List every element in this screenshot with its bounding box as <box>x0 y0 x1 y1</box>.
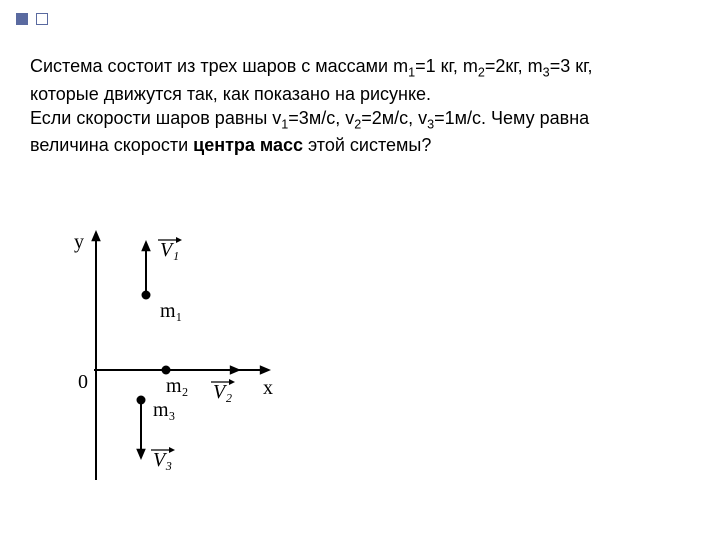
text-part: этой системы? <box>303 135 431 155</box>
subscript: 2 <box>478 66 485 80</box>
subscript: 3 <box>543 66 550 80</box>
diagram-svg: y x 0 m₁ m₂m₃ V₁ V₂ V₃ <box>46 220 306 500</box>
svg-text:V₂: V₂ <box>213 381 232 403</box>
physics-diagram: y x 0 m₁ m₂m₃ V₁ V₂ V₃ <box>46 220 306 500</box>
svg-text:m₂: m₂ <box>166 375 189 397</box>
text-part: Система состоит из трех шаров с массами … <box>30 56 408 76</box>
svg-text:V₁: V₁ <box>160 239 179 261</box>
bold-text: центра масс <box>193 135 303 155</box>
text-part: =2м/с, v <box>361 108 427 128</box>
text-part: =1м/с. Чему равна <box>434 108 589 128</box>
svg-text:y: y <box>74 231 84 253</box>
svg-text:m₃: m₃ <box>153 399 176 421</box>
decor-square-1 <box>16 13 28 25</box>
text-part: =3 кг, <box>550 56 593 76</box>
svg-text:x: x <box>263 377 273 399</box>
svg-text:V₃: V₃ <box>153 449 172 471</box>
problem-statement: Система состоит из трех шаров с массами … <box>30 54 690 158</box>
text-part: =3м/с, v <box>288 108 354 128</box>
decor-square-2 <box>36 13 48 25</box>
corner-decoration <box>16 12 52 30</box>
text-part: Если скорости шаров равны v <box>30 108 281 128</box>
text-part: которые движутся так, как показано на ри… <box>30 84 431 104</box>
svg-text:0: 0 <box>78 371 88 393</box>
svg-text:m₁: m₁ <box>160 300 183 322</box>
text-part: =1 кг, m <box>415 56 478 76</box>
text-part: величина скорости <box>30 135 193 155</box>
text-part: =2кг, m <box>485 56 543 76</box>
